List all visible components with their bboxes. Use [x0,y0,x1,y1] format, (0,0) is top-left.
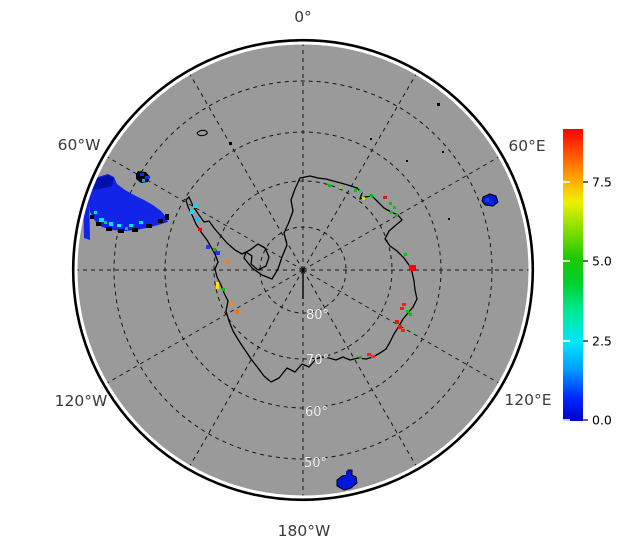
colorbar-tick-label: 7.5 [592,175,612,190]
data-patch [359,190,362,193]
data-patch [395,214,398,217]
data-patch [406,310,409,313]
data-patch [370,194,373,197]
data-patch [339,186,342,189]
data-patch [390,211,393,214]
data-patch [94,211,97,214]
meridian-line [189,269,304,467]
data-patch [490,201,494,205]
data-patch [106,227,112,231]
data-patch [235,310,239,314]
data-patch [96,222,101,226]
patagonia-dark-band [91,175,114,190]
lat-label-70: 70° [306,353,329,368]
data-patch [230,302,234,306]
data-patch [216,282,219,289]
data-patch [437,103,440,106]
data-patch [354,189,357,192]
data-patch [140,173,144,176]
south-georgia-island [196,129,208,137]
lat-label-80: 80° [306,308,329,323]
data-patch [193,204,197,208]
data-patch [146,224,152,228]
data-patch [90,215,94,219]
data-patch [139,221,143,224]
data-patch [383,196,387,199]
data-patch [104,221,107,224]
colorbar-gradient-bar [563,129,583,421]
data-patch [125,227,128,230]
data-patch [226,260,230,264]
data-patch [99,218,104,222]
data-patch [359,356,362,359]
data-patch [402,303,406,306]
data-patch [367,353,371,356]
data-patch [165,214,169,220]
falkland-blob [136,171,150,183]
data-patch [398,325,402,329]
data-patch [129,224,133,227]
data-patch [222,288,225,291]
data-patch [401,329,405,332]
lon-label-120e: 120°E [504,391,551,409]
data-patch [206,245,210,249]
data-patch [216,251,220,255]
antarctica-coastline [185,175,418,383]
colorbar-tick-label: 5.0 [592,254,612,269]
data-patch [190,210,194,214]
lat-label-50: 50° [304,456,327,471]
lat-label-60: 60° [305,405,328,420]
lon-label-60e: 60°E [508,137,545,155]
meridian-line [106,269,304,384]
data-patch-layer [90,103,494,477]
map-inner-rim [74,41,532,499]
lon-label-120w: 120°W [55,392,108,410]
latitude-circle [113,80,493,460]
meridian-line [189,73,304,271]
colorbar-tick-label: 0.0 [592,413,612,428]
data-patch [198,228,202,231]
data-patch [117,224,121,227]
colorbar: 7.5 5.0 2.5 0.0 [563,129,612,428]
data-patch [404,253,407,256]
meridian-line [106,156,304,271]
data-patch [442,151,444,153]
meridian-line [302,73,417,271]
lon-label-180w: 180°W [278,522,331,540]
data-patch [118,229,124,233]
data-patch [109,222,113,226]
data-patch [229,142,232,145]
data-patch [195,217,199,221]
data-patch [370,138,372,140]
data-patch [448,218,450,220]
map-border-circle [71,38,535,502]
data-patch [145,176,149,179]
data-patch [371,355,375,358]
lon-label-0: 0° [294,8,312,26]
patagonia-bloom-patch [88,174,168,231]
data-patch [362,197,365,200]
data-patch [409,313,412,316]
data-patch [158,219,163,223]
data-patch [389,202,392,205]
graticule-grid [76,43,530,497]
data-patch [393,206,396,209]
data-patch [395,320,399,324]
data-patch [328,184,331,187]
data-patch [485,198,489,202]
colorbar-tick-label: 2.5 [592,334,612,349]
data-patch [400,307,404,310]
meridian-line [302,269,417,467]
data-patch [346,471,350,477]
colorbar-ticks: 7.5 5.0 2.5 0.0 [563,175,612,428]
data-patch [213,248,216,251]
data-patch [409,265,416,271]
data-patch [142,179,145,182]
meridian-line [302,156,500,271]
lon-label-60w: 60°W [58,136,101,154]
data-patch [406,160,408,162]
data-patch [132,228,138,232]
